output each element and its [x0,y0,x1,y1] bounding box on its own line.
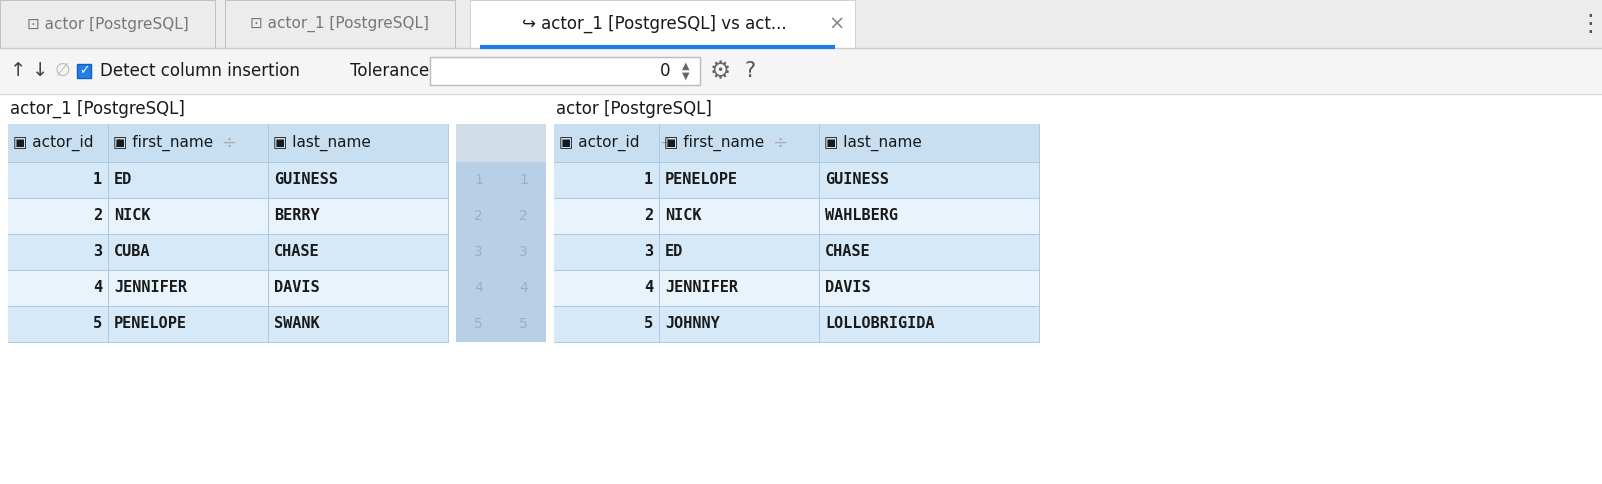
Text: 1: 1 [519,173,529,187]
Text: 4: 4 [519,281,529,295]
Text: PENELOPE: PENELOPE [114,317,187,332]
Text: ▲: ▲ [682,61,690,71]
Bar [8,234,449,270]
Text: NICK: NICK [114,209,151,224]
Bar [554,198,1040,234]
Text: ▣ last_name: ▣ last_name [272,135,372,151]
Text: Detect column insertion: Detect column insertion [99,62,300,80]
Text: 5: 5 [474,317,482,331]
Bar [8,124,449,162]
Bar [0,0,1602,48]
Text: ⚙: ⚙ [710,59,731,83]
Text: 2: 2 [519,209,529,223]
Bar [554,162,1040,198]
Text: 3: 3 [644,244,654,259]
Text: ∅: ∅ [54,62,70,80]
Text: 5: 5 [519,317,529,331]
Text: GUINESS: GUINESS [825,172,889,187]
Text: ∧: ∧ [114,136,123,150]
Text: ↪ actor_1 [PostgreSQL] vs act...: ↪ actor_1 [PostgreSQL] vs act... [522,15,787,33]
Text: ▣ last_name: ▣ last_name [823,135,921,151]
Text: LOLLOBRIGIDA: LOLLOBRIGIDA [825,317,934,332]
Text: ⊡ actor_1 [PostgreSQL]: ⊡ actor_1 [PostgreSQL] [250,16,429,32]
Text: JENNIFER: JENNIFER [114,281,187,296]
Bar [8,162,449,198]
Text: 1: 1 [644,172,654,187]
Text: ×: × [828,15,846,33]
Text: 1: 1 [93,172,103,187]
Text: 2: 2 [644,209,654,224]
Text: actor [PostgreSQL]: actor [PostgreSQL] [556,100,711,118]
Text: CUBA: CUBA [114,244,151,259]
Text: JOHNNY: JOHNNY [665,317,719,332]
Bar [457,270,546,306]
Bar [554,270,1040,306]
Text: ⋮: ⋮ [1578,12,1602,36]
Text: ▣ first_name: ▣ first_name [114,135,213,151]
Text: 2: 2 [474,209,482,223]
Bar [457,234,546,270]
Text: 3: 3 [93,244,103,259]
Bar [457,306,546,342]
Bar [554,234,1040,270]
Text: 3: 3 [474,245,482,259]
Bar [469,0,855,48]
Text: BERRY: BERRY [274,209,320,224]
Text: CHASE: CHASE [274,244,320,259]
Bar [457,162,546,198]
Text: GUINESS: GUINESS [274,172,338,187]
Text: ↑: ↑ [10,61,26,80]
Text: ↓: ↓ [32,61,48,80]
Text: PENELOPE: PENELOPE [665,172,739,187]
Text: ▣ actor_id: ▣ actor_id [13,135,93,151]
Bar [0,48,1602,94]
Bar [8,198,449,234]
Bar [429,57,700,85]
Text: ED: ED [114,172,133,187]
Bar [77,64,91,78]
Bar [457,124,546,162]
Text: ÷: ÷ [658,134,674,152]
Text: ▣ actor_id: ▣ actor_id [559,135,639,151]
Bar [554,306,1040,342]
Bar [457,198,546,234]
Text: ⊡ actor [PostgreSQL]: ⊡ actor [PostgreSQL] [27,16,189,31]
Bar [0,94,1602,484]
Text: ▣ first_name: ▣ first_name [663,135,764,151]
Text: ÷: ÷ [221,134,235,152]
Text: Tolerance:: Tolerance: [349,62,436,80]
Text: 2: 2 [93,209,103,224]
Text: 4: 4 [644,281,654,296]
Text: ?: ? [745,61,756,81]
Text: 4: 4 [474,281,482,295]
Text: ✓: ✓ [78,64,90,77]
Text: ED: ED [665,244,682,259]
Text: ▼: ▼ [682,71,690,81]
Text: 5: 5 [644,317,654,332]
Text: ÷: ÷ [772,134,787,152]
Bar [0,0,215,48]
Text: 3: 3 [519,245,529,259]
Text: 4: 4 [93,281,103,296]
Text: SWANK: SWANK [274,317,320,332]
Text: JENNIFER: JENNIFER [665,281,739,296]
Bar [554,124,1040,162]
Bar [8,306,449,342]
Text: CHASE: CHASE [825,244,870,259]
Text: 0: 0 [660,62,670,80]
Bar [8,270,449,306]
Text: 1: 1 [474,173,482,187]
Bar [224,0,455,48]
Text: DAVIS: DAVIS [274,281,320,296]
Text: 5: 5 [93,317,103,332]
Text: WAHLBERG: WAHLBERG [825,209,899,224]
Text: DAVIS: DAVIS [825,281,870,296]
Text: NICK: NICK [665,209,702,224]
Text: actor_1 [PostgreSQL]: actor_1 [PostgreSQL] [10,100,184,118]
